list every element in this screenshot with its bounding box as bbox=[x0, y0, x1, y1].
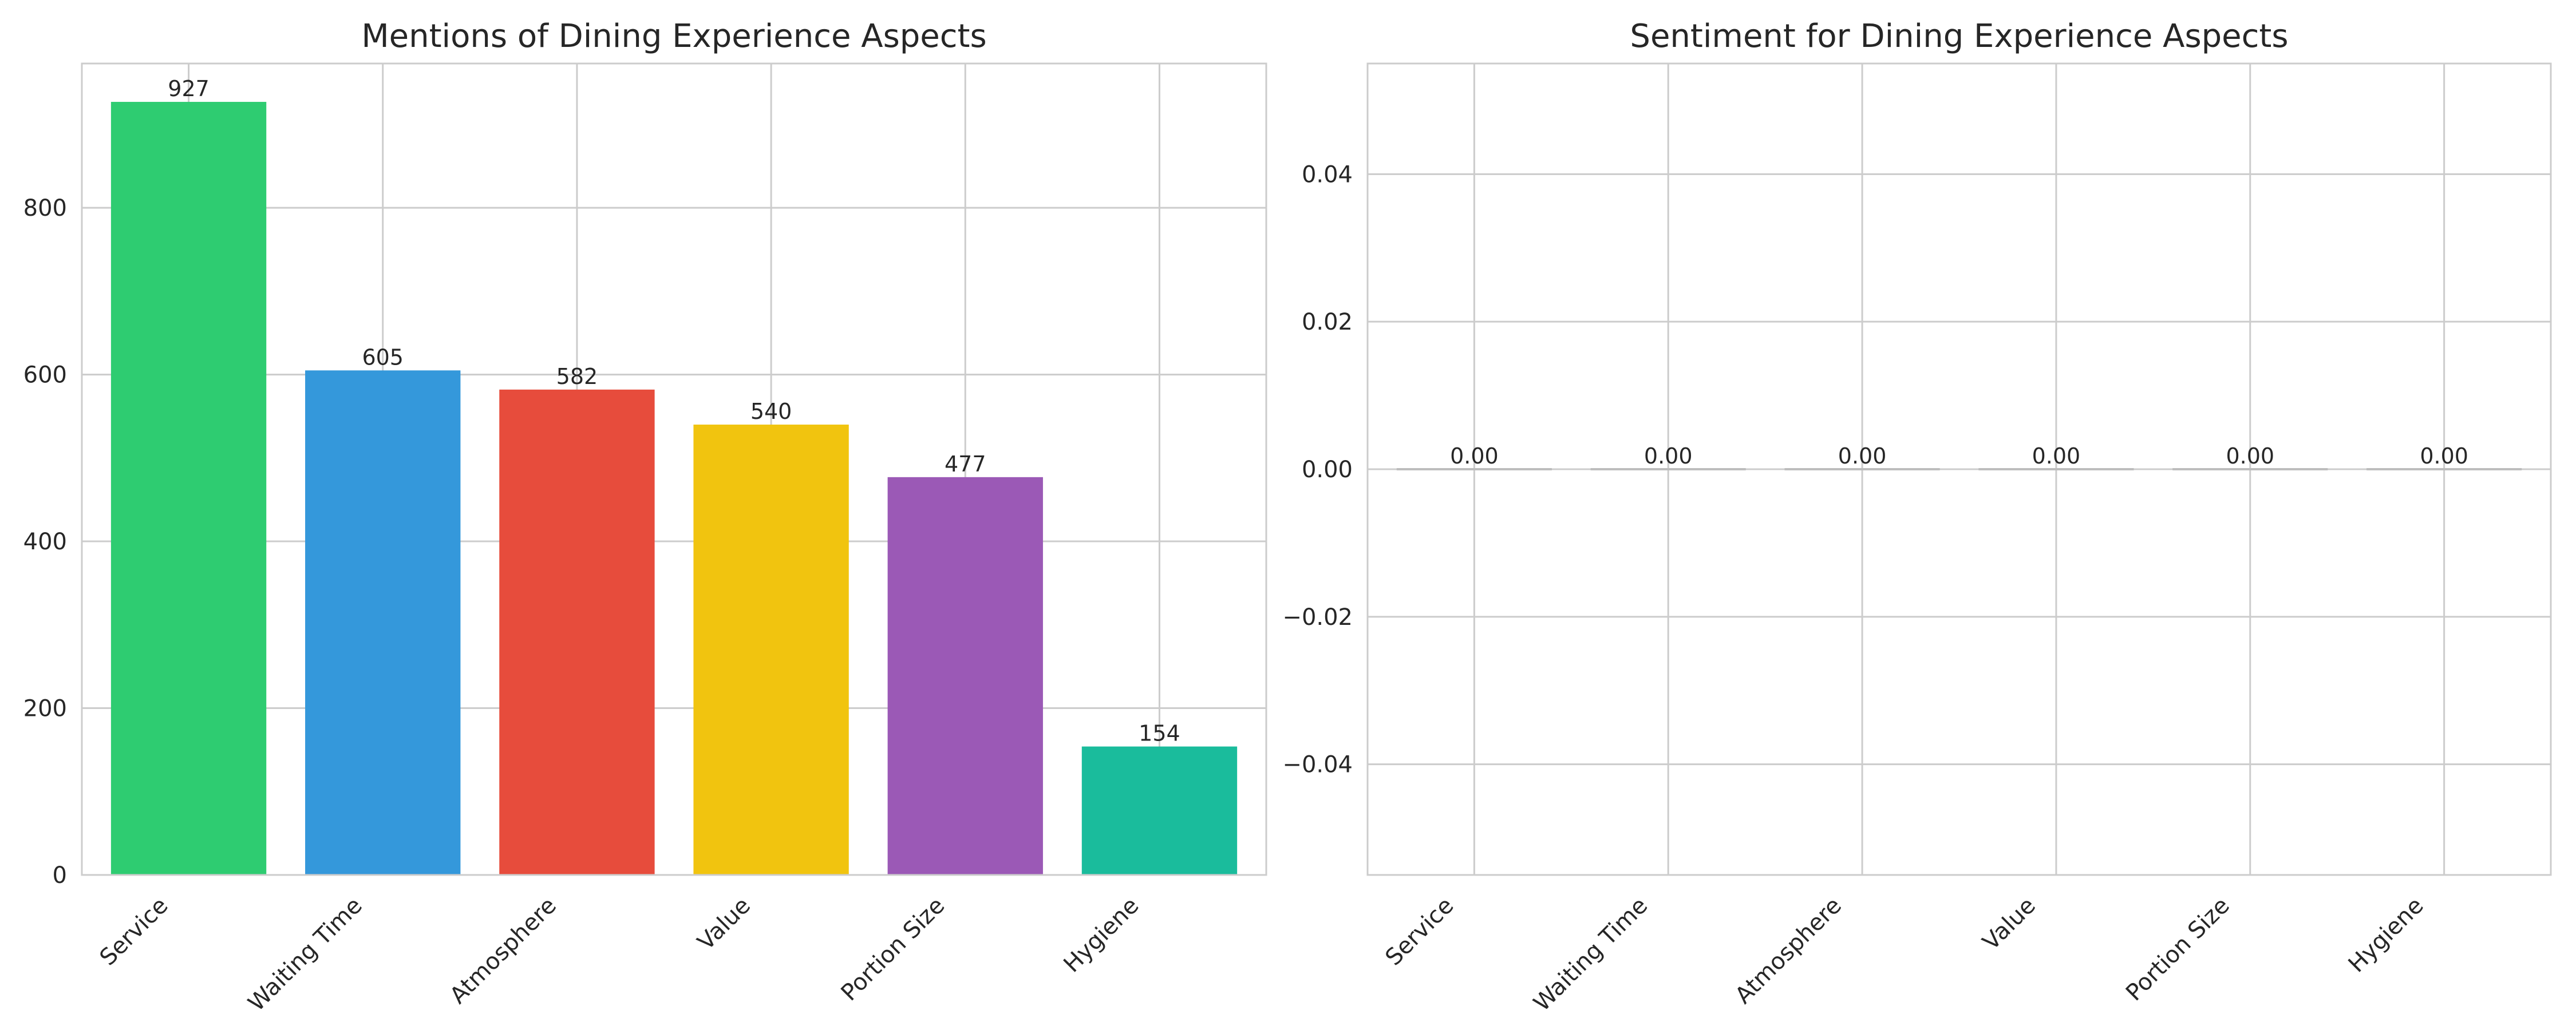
data-label: 0.00 bbox=[2226, 443, 2274, 469]
y-tick-label: 0.04 bbox=[1302, 161, 1353, 188]
plot-frame bbox=[81, 62, 1267, 876]
y-tick-label: 0 bbox=[53, 862, 67, 889]
bar-atmosphere bbox=[1784, 468, 1940, 470]
x-tick-label: Portion Size bbox=[836, 893, 950, 1007]
y-tick-label: −0.04 bbox=[1282, 752, 1353, 778]
data-label: 927 bbox=[168, 76, 210, 101]
x-tick-label: Portion Size bbox=[2121, 893, 2235, 1007]
bar-atmosphere bbox=[499, 389, 655, 875]
bar-service bbox=[1396, 468, 1552, 470]
x-tick-label: Hygiene bbox=[1058, 893, 1144, 978]
y-tick-label: 200 bbox=[23, 696, 67, 722]
x-tick-label: Service bbox=[1380, 893, 1459, 971]
data-label: 0.00 bbox=[2420, 443, 2468, 469]
data-label: 0.00 bbox=[1644, 443, 1693, 469]
y-tick-label: 800 bbox=[23, 195, 67, 221]
data-label: 0.00 bbox=[1450, 443, 1499, 469]
plot-frame bbox=[1366, 62, 2552, 876]
data-label: 0.00 bbox=[2032, 443, 2081, 469]
data-label: 605 bbox=[362, 344, 404, 370]
data-label: 154 bbox=[1139, 721, 1180, 746]
data-label: 477 bbox=[945, 451, 986, 477]
x-tick-label: Hygiene bbox=[2344, 893, 2429, 978]
y-tick-label: 400 bbox=[23, 529, 67, 555]
bar-waiting-time bbox=[305, 370, 461, 875]
x-tick-label: Waiting Time bbox=[1528, 893, 1653, 1017]
x-tick-label: Value bbox=[1978, 893, 2041, 956]
bar-portion-size bbox=[2172, 468, 2328, 470]
x-tick-label: Atmosphere bbox=[445, 893, 562, 1009]
bar-hygiene bbox=[2366, 468, 2522, 470]
bar-waiting-time bbox=[1590, 468, 1746, 470]
bar-value bbox=[693, 425, 849, 875]
data-label: 582 bbox=[556, 364, 598, 389]
data-label: 540 bbox=[750, 399, 792, 424]
x-tick-label: Value bbox=[693, 893, 756, 956]
y-tick-label: 0.00 bbox=[1302, 457, 1353, 483]
data-label: 0.00 bbox=[1838, 443, 1887, 469]
chart-title: Mentions of Dining Experience Aspects bbox=[361, 18, 986, 55]
chart-mentions: 0 200 400 600 800 927 605 582 540 477 154 Service Wa… bbox=[23, 18, 1267, 1017]
chart-sentiment: −0.04 −0.02 0.00 0.02 0.04 0.00 0.00 0.00 0.00 0.… bbox=[1282, 18, 2552, 1017]
x-tick-label: Atmosphere bbox=[1730, 893, 1847, 1009]
bar-hygiene bbox=[1081, 746, 1238, 875]
y-tick-label: −0.02 bbox=[1282, 604, 1353, 631]
y-tick-label: 0.02 bbox=[1302, 309, 1353, 335]
y-tick-label: 600 bbox=[23, 362, 67, 389]
x-tick-label: Service bbox=[95, 893, 173, 971]
bar-portion-size bbox=[887, 477, 1043, 875]
bar-service bbox=[110, 102, 267, 875]
chart-title: Sentiment for Dining Experience Aspects bbox=[1630, 18, 2288, 55]
x-tick-label: Waiting Time bbox=[243, 893, 368, 1017]
bar-value bbox=[1978, 468, 2134, 470]
